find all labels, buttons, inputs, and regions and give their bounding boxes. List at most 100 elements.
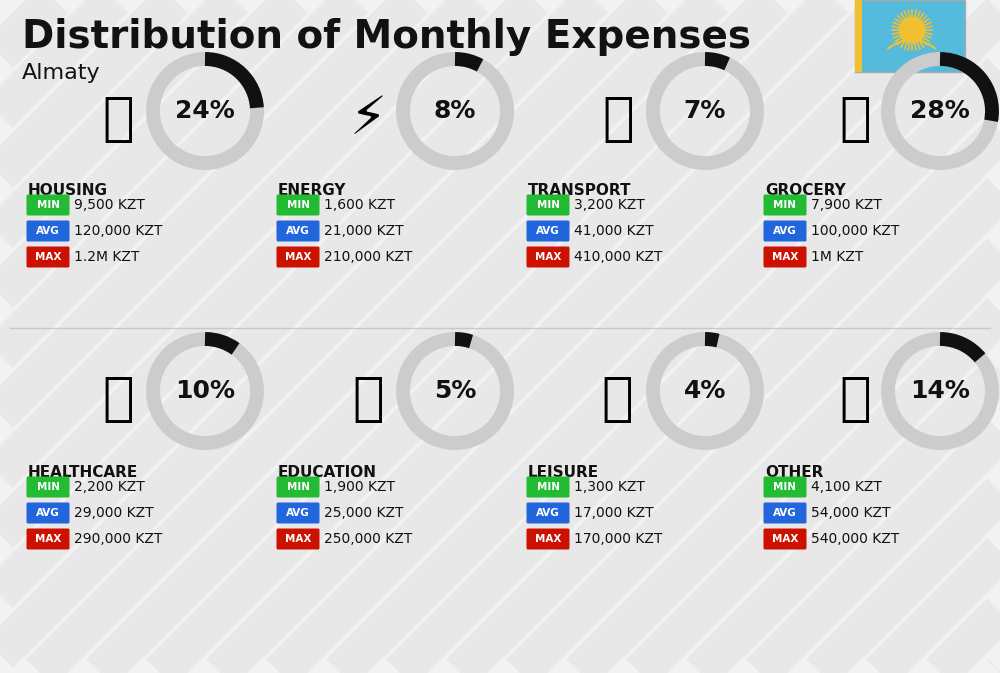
Text: MIN: MIN	[774, 482, 796, 492]
FancyBboxPatch shape	[764, 246, 806, 267]
Text: 💰: 💰	[839, 373, 871, 425]
Text: 8%: 8%	[434, 99, 476, 123]
Text: 5%: 5%	[434, 379, 476, 403]
Text: 54,000 KZT: 54,000 KZT	[811, 506, 891, 520]
Text: GROCERY: GROCERY	[765, 183, 846, 198]
Text: 540,000 KZT: 540,000 KZT	[811, 532, 899, 546]
Text: MAX: MAX	[35, 252, 61, 262]
Text: MAX: MAX	[35, 534, 61, 544]
Text: 1M KZT: 1M KZT	[811, 250, 863, 264]
Text: AVG: AVG	[36, 508, 60, 518]
Text: 170,000 KZT: 170,000 KZT	[574, 532, 662, 546]
Text: MIN: MIN	[774, 200, 796, 210]
Text: AVG: AVG	[536, 226, 560, 236]
Text: 🚌: 🚌	[602, 93, 634, 145]
Text: MIN: MIN	[36, 200, 60, 210]
Text: MAX: MAX	[772, 534, 798, 544]
Text: 7,900 KZT: 7,900 KZT	[811, 198, 882, 212]
FancyBboxPatch shape	[764, 528, 806, 549]
FancyBboxPatch shape	[276, 246, 320, 267]
Text: 24%: 24%	[175, 99, 235, 123]
Text: 21,000 KZT: 21,000 KZT	[324, 224, 404, 238]
Text: 9,500 KZT: 9,500 KZT	[74, 198, 145, 212]
FancyBboxPatch shape	[526, 194, 570, 215]
Text: 🏢: 🏢	[102, 93, 134, 145]
Text: 10%: 10%	[175, 379, 235, 403]
FancyBboxPatch shape	[26, 503, 70, 524]
Text: 3,200 KZT: 3,200 KZT	[574, 198, 645, 212]
Text: 4,100 KZT: 4,100 KZT	[811, 480, 882, 494]
Text: AVG: AVG	[773, 508, 797, 518]
Text: OTHER: OTHER	[765, 465, 823, 480]
Bar	[855, 0, 862, 72]
FancyBboxPatch shape	[526, 221, 570, 242]
Text: MAX: MAX	[285, 252, 311, 262]
Text: HEALTHCARE: HEALTHCARE	[28, 465, 138, 480]
Text: 120,000 KZT: 120,000 KZT	[74, 224, 162, 238]
Text: MIN: MIN	[287, 482, 310, 492]
Text: 17,000 KZT: 17,000 KZT	[574, 506, 654, 520]
FancyBboxPatch shape	[526, 528, 570, 549]
Text: 290,000 KZT: 290,000 KZT	[74, 532, 162, 546]
FancyBboxPatch shape	[26, 194, 70, 215]
Text: MIN: MIN	[287, 200, 310, 210]
Text: 1.2M KZT: 1.2M KZT	[74, 250, 139, 264]
Text: 7%: 7%	[684, 99, 726, 123]
FancyBboxPatch shape	[526, 503, 570, 524]
Text: ENERGY: ENERGY	[278, 183, 347, 198]
Text: MAX: MAX	[535, 252, 561, 262]
Text: LEISURE: LEISURE	[528, 465, 599, 480]
Text: 100,000 KZT: 100,000 KZT	[811, 224, 899, 238]
FancyBboxPatch shape	[26, 221, 70, 242]
Text: 25,000 KZT: 25,000 KZT	[324, 506, 404, 520]
FancyBboxPatch shape	[764, 476, 806, 497]
Text: HOUSING: HOUSING	[28, 183, 108, 198]
Text: Distribution of Monthly Expenses: Distribution of Monthly Expenses	[22, 18, 751, 56]
Text: MIN: MIN	[536, 482, 560, 492]
Bar	[855, 0, 965, 72]
FancyBboxPatch shape	[276, 476, 320, 497]
Text: AVG: AVG	[286, 226, 310, 236]
Text: 1,600 KZT: 1,600 KZT	[324, 198, 395, 212]
FancyBboxPatch shape	[26, 246, 70, 267]
Text: MIN: MIN	[36, 482, 60, 492]
Text: 14%: 14%	[910, 379, 970, 403]
Text: 29,000 KZT: 29,000 KZT	[74, 506, 154, 520]
Text: MAX: MAX	[535, 534, 561, 544]
Text: 🛍️: 🛍️	[602, 373, 634, 425]
FancyBboxPatch shape	[276, 503, 320, 524]
Text: MAX: MAX	[772, 252, 798, 262]
Text: Almaty: Almaty	[22, 63, 101, 83]
Text: AVG: AVG	[36, 226, 60, 236]
Text: MIN: MIN	[536, 200, 560, 210]
Text: AVG: AVG	[536, 508, 560, 518]
Text: 28%: 28%	[910, 99, 970, 123]
FancyBboxPatch shape	[764, 503, 806, 524]
FancyBboxPatch shape	[276, 221, 320, 242]
FancyBboxPatch shape	[764, 221, 806, 242]
FancyBboxPatch shape	[276, 528, 320, 549]
FancyBboxPatch shape	[526, 246, 570, 267]
Text: TRANSPORT: TRANSPORT	[528, 183, 632, 198]
Text: EDUCATION: EDUCATION	[278, 465, 377, 480]
Circle shape	[899, 17, 925, 43]
Text: 🛒: 🛒	[839, 93, 871, 145]
FancyBboxPatch shape	[526, 476, 570, 497]
Text: 210,000 KZT: 210,000 KZT	[324, 250, 412, 264]
Text: 250,000 KZT: 250,000 KZT	[324, 532, 412, 546]
Text: 4%: 4%	[684, 379, 726, 403]
Text: 1,300 KZT: 1,300 KZT	[574, 480, 645, 494]
Text: ⚡: ⚡	[350, 93, 386, 145]
FancyBboxPatch shape	[26, 476, 70, 497]
Text: 2,200 KZT: 2,200 KZT	[74, 480, 145, 494]
FancyBboxPatch shape	[26, 528, 70, 549]
Text: 1,900 KZT: 1,900 KZT	[324, 480, 395, 494]
Text: MAX: MAX	[285, 534, 311, 544]
FancyBboxPatch shape	[276, 194, 320, 215]
Text: 🫀: 🫀	[102, 373, 134, 425]
Text: AVG: AVG	[773, 226, 797, 236]
FancyBboxPatch shape	[764, 194, 806, 215]
Text: AVG: AVG	[286, 508, 310, 518]
Text: 41,000 KZT: 41,000 KZT	[574, 224, 654, 238]
Text: 410,000 KZT: 410,000 KZT	[574, 250, 662, 264]
